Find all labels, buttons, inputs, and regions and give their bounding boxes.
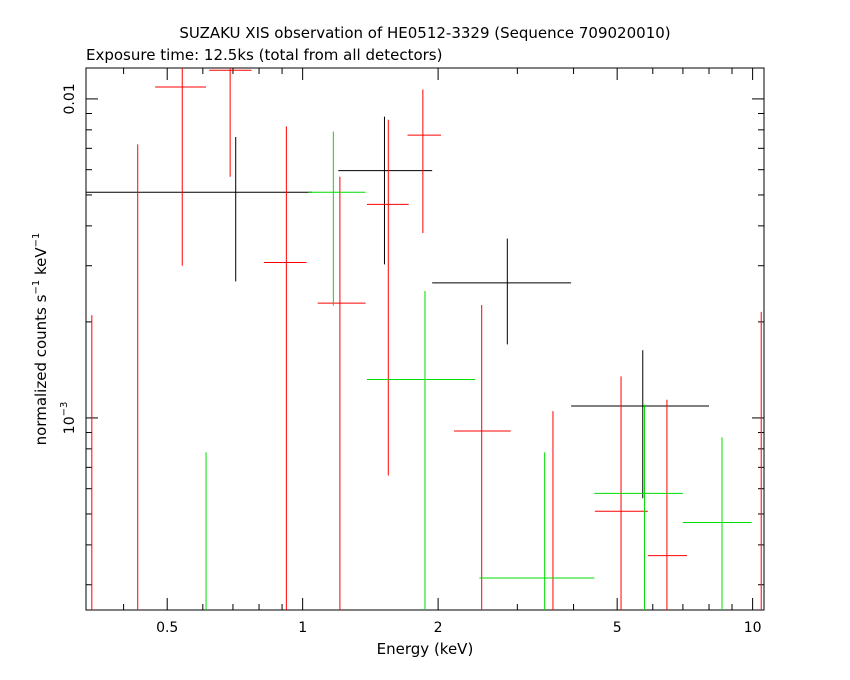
data-point	[155, 68, 207, 266]
data-point	[647, 399, 688, 610]
y-axis-label-unit: keV	[32, 247, 50, 280]
series-1	[91, 68, 762, 610]
chart-title: SUZAKU XIS observation of HE0512-3329 (S…	[179, 24, 670, 42]
x-axis-label: Energy (keV)	[377, 640, 474, 658]
data-point	[209, 68, 252, 177]
data-point	[432, 238, 572, 345]
y-axis-label-exp2: −1	[31, 233, 42, 248]
y-tick-label: 0.01	[62, 83, 78, 114]
y-axis-label-exp1: −1	[31, 280, 42, 295]
series-2	[205, 131, 752, 610]
data-point	[454, 304, 511, 610]
data-point	[682, 437, 752, 610]
data-point	[594, 404, 683, 610]
series-0	[86, 116, 710, 499]
data-point	[338, 116, 433, 265]
x-tick-label: 2	[434, 620, 443, 636]
data-point	[407, 89, 442, 233]
chart-subtitle: Exposure time: 12.5ks (total from all de…	[86, 46, 442, 64]
x-tick-label: 10	[744, 620, 762, 636]
data-point	[317, 176, 366, 610]
data-point	[308, 131, 366, 306]
y-axis-label-base: normalized counts s	[32, 294, 50, 445]
data-point	[367, 119, 409, 476]
data-series-layer	[86, 68, 762, 610]
x-tick-label: 1	[298, 620, 307, 636]
data-point	[86, 136, 313, 282]
data-point	[571, 350, 710, 499]
x-axis-ticks: 0.5 1 2 5 10	[123, 68, 762, 636]
x-tick-label: 5	[613, 620, 622, 636]
data-point	[263, 126, 307, 610]
data-point	[367, 290, 476, 610]
y-tick-label: 10−3	[59, 402, 78, 435]
y-axis-ticks: 0.01 10−3	[59, 83, 764, 586]
x-tick-label: 0.5	[156, 620, 178, 636]
y-axis-label: normalized counts s−1 keV−1	[31, 233, 50, 446]
data-point	[479, 452, 595, 610]
